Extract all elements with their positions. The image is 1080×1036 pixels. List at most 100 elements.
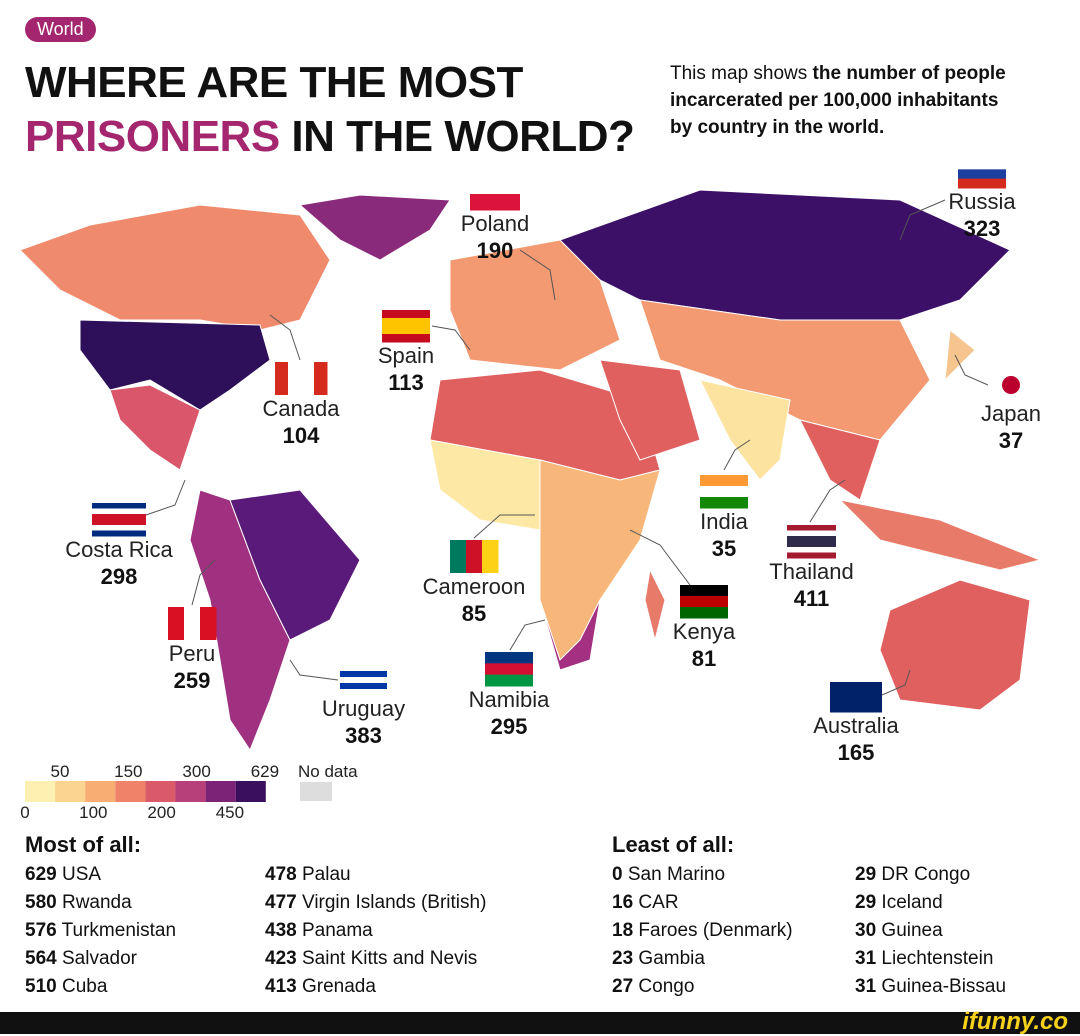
row-value: 576 bbox=[25, 920, 57, 941]
leader-line bbox=[269, 314, 301, 361]
no-data-swatch bbox=[300, 782, 332, 801]
flag-stripe bbox=[700, 475, 748, 487]
country-value: 323 bbox=[964, 216, 1001, 241]
subtitle-bold: incarcerated per 100,000 inhabitants bbox=[670, 90, 999, 111]
leader-line bbox=[629, 529, 691, 586]
country-name: Russia bbox=[948, 189, 1016, 214]
leader-line bbox=[881, 669, 911, 696]
row-country: Saint Kitts and Nevis bbox=[301, 948, 478, 969]
list-row: 629 USA bbox=[25, 864, 101, 886]
row-value: 18 bbox=[612, 920, 634, 941]
flag-stripe bbox=[787, 525, 836, 531]
flag-stripe bbox=[92, 503, 146, 509]
legend-label: 50 bbox=[51, 762, 70, 781]
flag-stripe bbox=[700, 486, 748, 498]
flag-stripe bbox=[470, 178, 520, 195]
row-value: 564 bbox=[25, 948, 57, 969]
country-name: Australia bbox=[813, 713, 899, 738]
flag-stripe bbox=[301, 362, 315, 395]
flag-stripe bbox=[382, 326, 430, 335]
list-row: 423 Saint Kitts and Nevis bbox=[265, 948, 477, 970]
legend-label: 200 bbox=[147, 803, 175, 822]
flag-stripe bbox=[680, 607, 728, 619]
legend-swatch bbox=[25, 781, 56, 802]
leader-line bbox=[145, 479, 186, 516]
row-value: 29 bbox=[855, 864, 877, 885]
country-name: Canada bbox=[262, 396, 340, 421]
flag-stripe bbox=[382, 310, 430, 319]
badge: World bbox=[25, 17, 96, 42]
country-value: 295 bbox=[491, 714, 528, 739]
west-africa bbox=[429, 439, 541, 531]
subtitle-bold: by country in the world. bbox=[670, 117, 885, 138]
flag-stripe bbox=[485, 652, 533, 664]
country-value: 411 bbox=[794, 586, 830, 611]
flag-stripe bbox=[485, 674, 533, 687]
flag-stripe bbox=[92, 508, 146, 515]
southeast-asia bbox=[799, 419, 881, 501]
list-row: 478 Palau bbox=[265, 864, 351, 886]
country-value: 35 bbox=[712, 536, 736, 561]
flag-stripe bbox=[787, 552, 836, 559]
list-row: 576 Turkmenistan bbox=[25, 920, 176, 942]
flag-stripe bbox=[168, 607, 185, 640]
flag-stripe bbox=[275, 362, 289, 395]
legend-swatch bbox=[55, 781, 86, 802]
subtitle-text: This map shows bbox=[670, 63, 813, 84]
flag-stripe bbox=[958, 160, 1006, 170]
flag-stripe bbox=[92, 519, 146, 526]
list-row: 564 Salvador bbox=[25, 948, 137, 970]
greenland bbox=[298, 194, 451, 261]
subtitle: This map shows the number of people inca… bbox=[670, 60, 1006, 141]
flag-stripe bbox=[92, 530, 146, 537]
legend-label: 150 bbox=[114, 762, 142, 781]
list-row: 30 Guinea bbox=[855, 920, 943, 942]
country-name: Cameroon bbox=[423, 574, 526, 599]
leader-lines bbox=[145, 199, 989, 696]
title: WHERE ARE THE MOST bbox=[25, 58, 523, 107]
flag-stripe bbox=[340, 671, 387, 678]
brand: ifunny.co bbox=[962, 1008, 1068, 1035]
title: PRISONERS IN THE WORLD? bbox=[25, 112, 635, 162]
row-value: 16 bbox=[612, 892, 634, 913]
flag-stripe bbox=[340, 665, 387, 672]
brazil bbox=[229, 489, 361, 641]
row-value: 438 bbox=[265, 920, 297, 941]
row-value: 413 bbox=[265, 976, 297, 997]
russia bbox=[559, 189, 1011, 321]
subtitle-bold: the number of people bbox=[812, 63, 1006, 84]
row-country: Cuba bbox=[61, 976, 108, 997]
country-name: Japan bbox=[981, 401, 1041, 426]
country-value: 383 bbox=[345, 723, 382, 748]
row-country: Congo bbox=[638, 976, 695, 997]
leader-line bbox=[954, 354, 989, 386]
row-country: San Marino bbox=[627, 864, 726, 885]
title-rest: IN THE WORLD? bbox=[291, 112, 635, 161]
flag-stripe bbox=[958, 169, 1006, 180]
country-value: 37 bbox=[999, 428, 1023, 453]
row-country: Liechtenstein bbox=[881, 948, 994, 969]
legend-label: 450 bbox=[216, 803, 244, 822]
madagascar bbox=[644, 568, 666, 641]
flag-stripe bbox=[466, 540, 483, 573]
legend-swatch bbox=[175, 781, 206, 802]
leader-line bbox=[519, 249, 556, 301]
row-country: Gambia bbox=[638, 948, 705, 969]
most-list: Most of all: 629 USA 580 Rwanda 576 Turkme… bbox=[25, 832, 585, 1007]
flag-stripe bbox=[787, 536, 836, 542]
flag-stripe bbox=[680, 585, 728, 597]
mexico bbox=[109, 384, 201, 471]
flag-stripe bbox=[787, 547, 836, 553]
row-value: 629 bbox=[25, 864, 57, 885]
flag-stripe bbox=[958, 178, 1006, 189]
row-value: 31 bbox=[855, 976, 877, 997]
legend-swatch bbox=[205, 781, 236, 802]
row-value: 31 bbox=[855, 948, 877, 969]
row-country: Salvador bbox=[61, 948, 137, 969]
list-row: 23 Gambia bbox=[612, 948, 705, 970]
flag-stripe bbox=[288, 362, 302, 395]
flag-stripe bbox=[787, 530, 836, 537]
australia bbox=[879, 579, 1031, 711]
middle-east bbox=[599, 359, 701, 461]
usa bbox=[79, 319, 271, 411]
